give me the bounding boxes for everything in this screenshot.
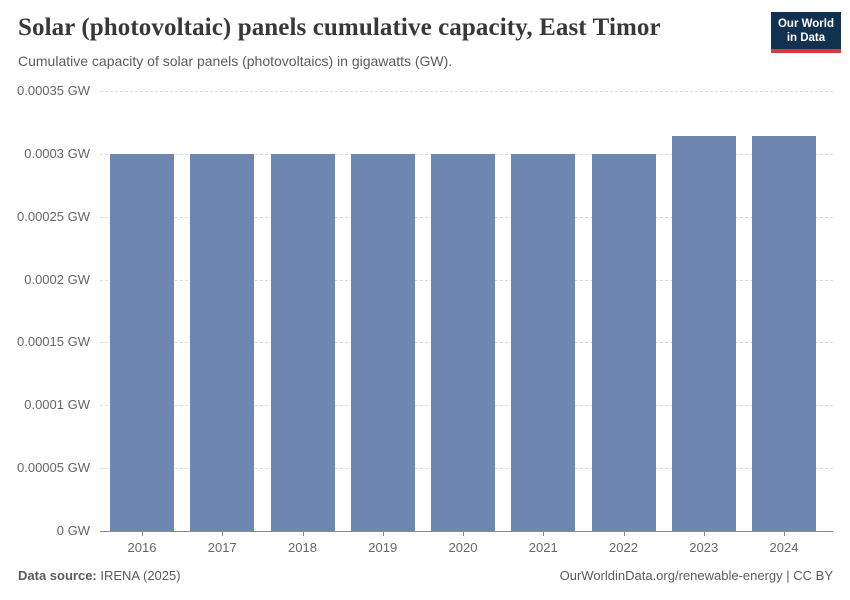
data-source-value: IRENA (2025) [96, 568, 181, 583]
data-source-label: Data source: [18, 568, 97, 583]
chart-footer: Data source: IRENA (2025) OurWorldinData… [18, 568, 833, 583]
footer-credit: OurWorldinData.org/renewable-energy | CC… [560, 568, 833, 583]
x-axis-tick [543, 532, 545, 536]
data-source: Data source: IRENA (2025) [18, 568, 181, 583]
y-axis-tick-label: 0.00025 GW [17, 208, 90, 224]
bar-2023[interactable] [671, 136, 736, 531]
y-axis-tick-label: 0 GW [56, 523, 90, 538]
x-axis-tick [784, 532, 785, 536]
owid-logo-line2: in Data [786, 32, 826, 45]
owid-url-link[interactable]: OurWorldinData.org/renewable-energy [559, 568, 783, 583]
license-text: | CC BY [782, 568, 833, 583]
x-axis-tick-label: 2020 [448, 540, 478, 555]
x-axis-tick [142, 532, 143, 536]
chart-subtitle: Cumulative capacity of solar panels (pho… [18, 53, 453, 69]
x-axis-tick-label: 2016 [127, 540, 157, 555]
x-axis-line [100, 531, 833, 532]
x-axis-tick [623, 532, 625, 536]
bar-2017[interactable] [190, 153, 255, 531]
x-axis-tick-label: 2023 [689, 540, 719, 555]
x-axis-tick-label: 2024 [769, 540, 799, 555]
bar-2024[interactable] [752, 136, 816, 531]
x-axis-tick [382, 532, 384, 536]
y-axis-tick-label: 0.0002 GW [24, 271, 90, 287]
x-axis-tick [703, 532, 705, 536]
x-axis-tick-label: 2021 [528, 540, 558, 555]
bar-2020[interactable] [431, 153, 495, 531]
y-axis-tick-label: 0.00015 GW [17, 334, 90, 350]
page-title: Solar (photovoltaic) panels cumulative c… [18, 14, 661, 41]
owid-logo-line1: Our World [777, 18, 834, 30]
gridline [100, 91, 833, 92]
x-axis-tick-label: 2018 [288, 540, 317, 555]
bar-2016[interactable] [110, 153, 174, 531]
x-axis-tick [463, 532, 464, 536]
owid-logo[interactable]: Our World in Data [770, 12, 841, 53]
x-axis-tick-label: 2017 [207, 540, 237, 555]
x-axis-tick-label: 2022 [609, 540, 638, 555]
x-axis-tick [222, 532, 224, 536]
bar-2021[interactable] [511, 153, 576, 531]
bar-2019[interactable] [350, 153, 415, 531]
y-axis-tick-label: 0.0003 GW [24, 145, 90, 161]
x-axis-tick-label: 2019 [368, 540, 398, 555]
y-axis-tick-label: 0.00035 GW [17, 83, 90, 98]
x-axis-tick [302, 532, 304, 536]
bar-2022[interactable] [591, 153, 656, 531]
y-axis-tick-label: 0.00005 GW [17, 460, 90, 476]
y-axis-tick-label: 0.0001 GW [24, 397, 90, 413]
bar-2018[interactable] [270, 153, 335, 531]
